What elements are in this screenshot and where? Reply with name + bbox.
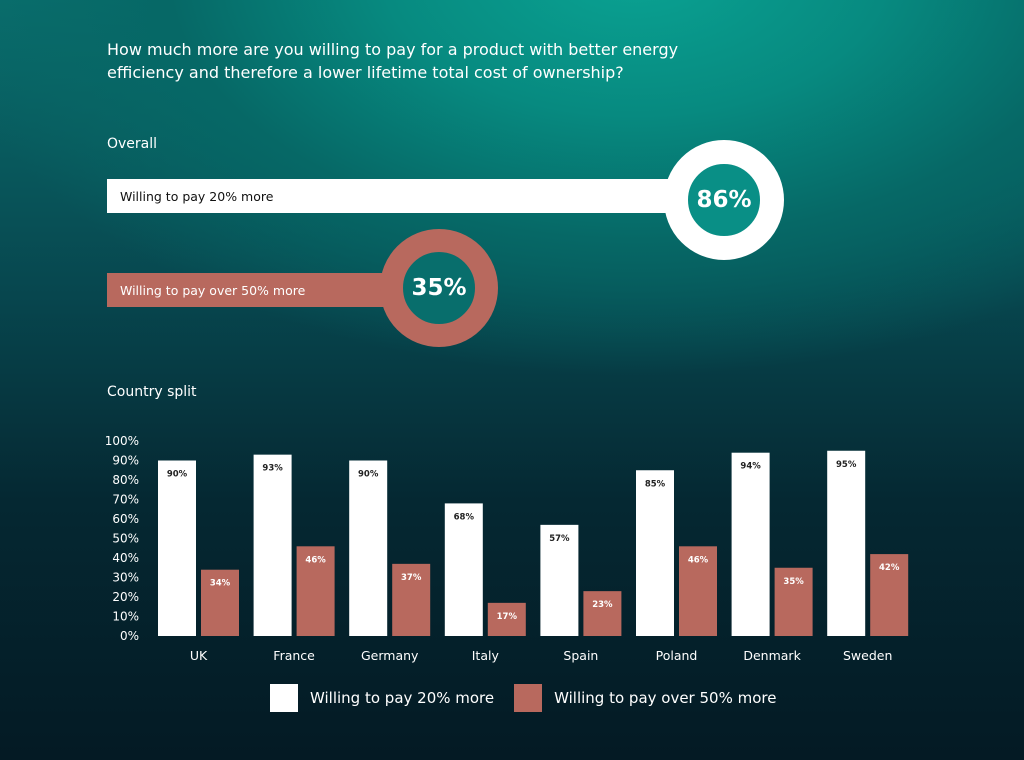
x-tick-label: Italy <box>472 648 500 663</box>
country-split-label: Country split <box>107 384 197 400</box>
bar-value-label: 68% <box>454 512 475 522</box>
y-tick-label: 90% <box>112 454 139 468</box>
question-title: How much more are you willing to pay for… <box>107 40 679 82</box>
y-tick-label: 60% <box>112 512 139 526</box>
bar <box>349 460 388 636</box>
country-bar-chart: 0% 10% 20% 30% 40% 50% 60% 70% 80% 90% 100% 90% 34% U… <box>105 434 909 663</box>
bar-value-label: 23% <box>592 600 613 610</box>
y-tick-label: 100% <box>105 434 139 448</box>
x-tick-label: Poland <box>656 648 698 663</box>
overall-bar-50-label: Willing to pay over 50% more <box>120 282 306 298</box>
x-tick-label: France <box>273 648 315 663</box>
bar-value-label: 90% <box>358 470 379 480</box>
bar <box>731 452 770 636</box>
bar-value-label: 93% <box>262 464 283 474</box>
bar <box>583 591 622 636</box>
legend-label-50: Willing to pay over 50% more <box>554 689 777 707</box>
bar <box>201 569 239 636</box>
bar <box>774 567 813 636</box>
bar <box>487 602 526 636</box>
bar-value-label: 46% <box>688 555 709 565</box>
bar-value-label: 46% <box>305 555 326 565</box>
overall-value-20: 86% <box>696 187 752 213</box>
overall-label: Overall <box>107 136 158 152</box>
bar <box>444 503 483 636</box>
bar-value-label: 85% <box>645 479 666 489</box>
x-tick-label: Sweden <box>843 648 892 663</box>
bar-value-label: 17% <box>497 612 518 622</box>
overall-bar-20-label: Willing to pay 20% more <box>120 188 274 204</box>
overall-bar-20: Willing to pay 20% more <box>107 179 727 213</box>
bar <box>679 546 717 636</box>
bar <box>827 450 866 636</box>
y-tick-label: 80% <box>112 473 139 487</box>
y-tick-label: 20% <box>112 590 139 604</box>
y-tick-label: 0% <box>120 629 139 643</box>
chart-legend: Willing to pay 20% more Willing to pay o… <box>270 684 796 712</box>
bar <box>296 546 335 636</box>
bar <box>253 454 292 636</box>
overall-value-50: 35% <box>411 275 467 301</box>
bar-value-label: 57% <box>549 534 570 544</box>
legend-swatch-20 <box>270 684 298 712</box>
bar-value-label: 35% <box>783 577 804 587</box>
legend-swatch-50 <box>514 684 543 712</box>
bar-value-label: 90% <box>167 470 188 480</box>
y-tick-label: 40% <box>112 551 139 565</box>
bar <box>540 524 579 636</box>
legend-item-20: Willing to pay 20% more <box>270 684 494 712</box>
y-tick-label: 50% <box>112 532 139 546</box>
x-tick-label: Denmark <box>743 648 801 663</box>
x-tick-label: UK <box>190 648 208 663</box>
bar-value-label: 37% <box>401 573 422 583</box>
bar-value-label: 34% <box>210 579 231 589</box>
y-tick-label: 70% <box>112 493 139 507</box>
x-tick-label: Spain <box>563 648 598 663</box>
y-tick-label: 30% <box>112 571 139 585</box>
legend-item-50: Willing to pay over 50% more <box>514 684 776 712</box>
y-tick-label: 10% <box>112 610 139 624</box>
bar <box>870 554 909 636</box>
bar <box>636 470 674 636</box>
bar <box>392 563 431 636</box>
legend-label-20: Willing to pay 20% more <box>310 689 495 707</box>
bar-value-label: 95% <box>836 460 857 470</box>
bar-value-label: 94% <box>740 462 761 472</box>
x-tick-label: Germany <box>361 648 419 663</box>
bar <box>158 460 196 636</box>
bar-value-label: 42% <box>879 563 900 573</box>
